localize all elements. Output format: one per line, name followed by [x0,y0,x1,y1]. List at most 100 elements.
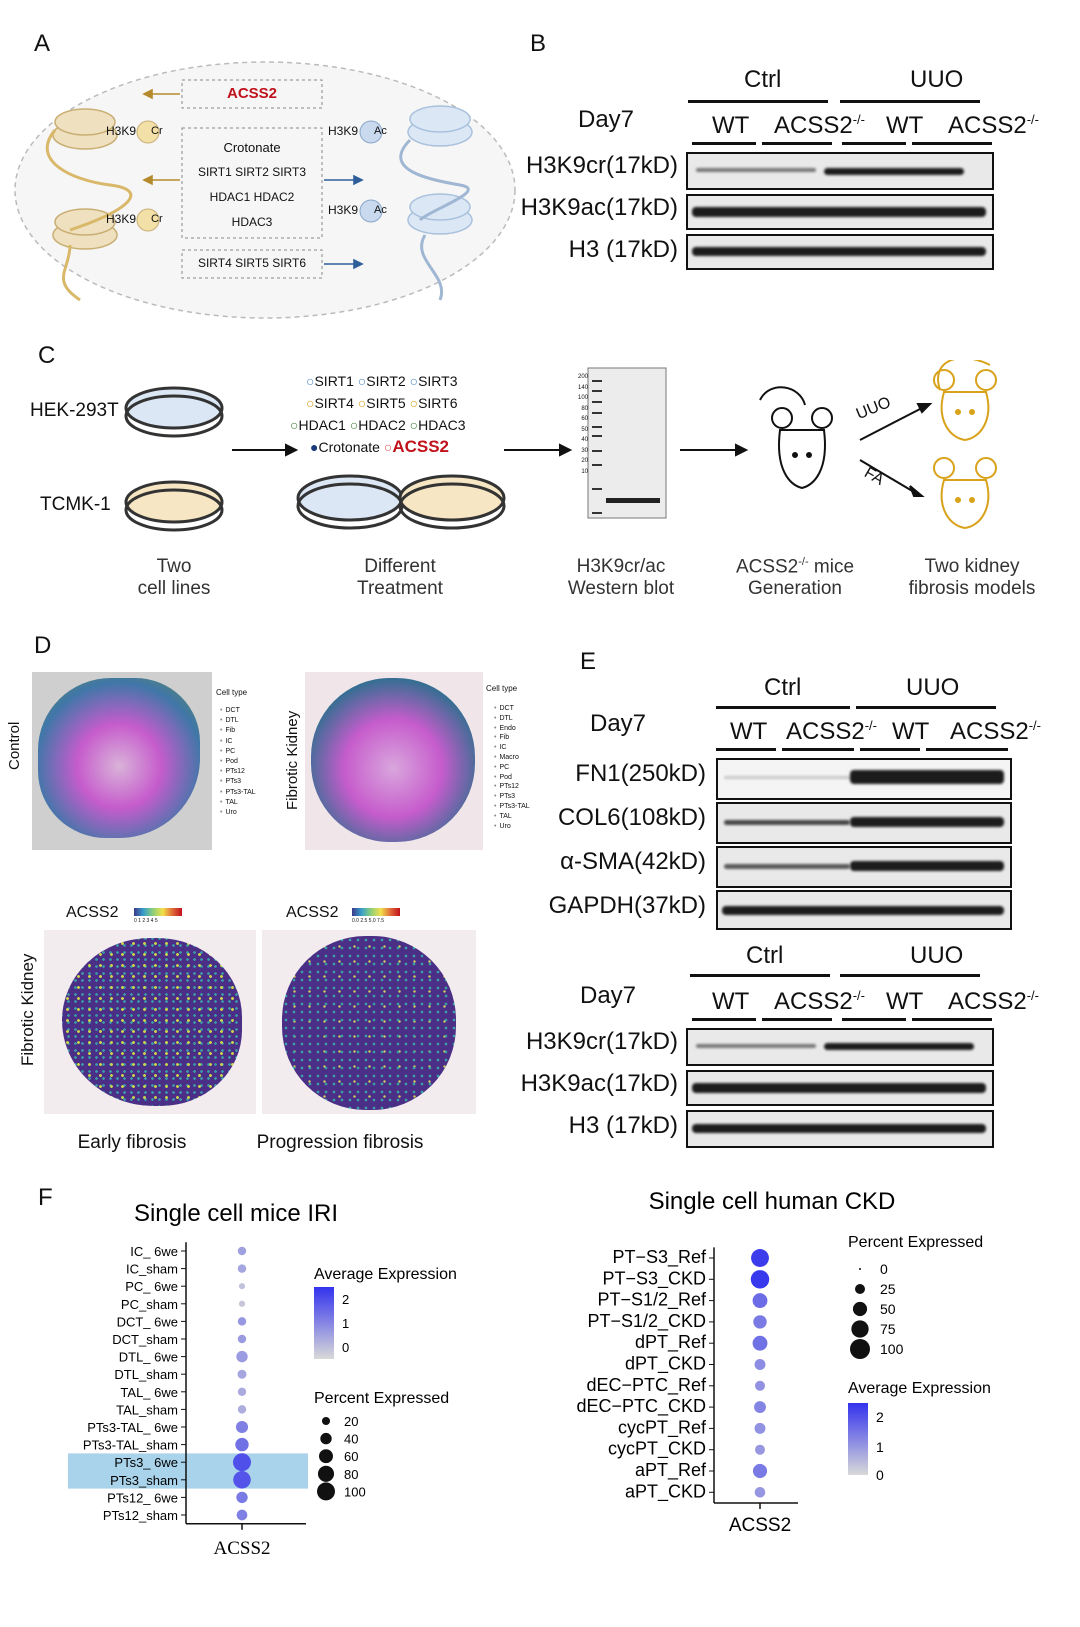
blot-b: Ctrl UUO Day7 WT ACSS2-/- WT ACSS2-/- H3… [500,62,1060,272]
blot-e2-lane-h3k9cr [686,1028,994,1066]
mice-iri-x-label: ACSS2 [213,1538,270,1559]
caption-models: Two kidney fibrosis models [908,556,1036,599]
human-ckd-dot [754,1401,766,1414]
ckd-avg-legend-tick: 0 [876,1467,884,1483]
human-ckd-dot [752,1293,768,1309]
ckd-avg-legend-bar [848,1403,868,1475]
panel-label-a: A [34,30,51,57]
blot-e1-row-col6: COL6(108kD) [557,804,706,831]
human-ckd-dot [752,1335,768,1351]
control-label: Control [6,721,23,770]
acss2-scale-2 [352,908,400,916]
blot-e1-ko2: ACSS2-/- [950,718,1041,745]
mice-iri-dot [238,1283,246,1290]
blot-b-ko2: ACSS2-/- [948,112,1039,139]
mice-avg-legend-tick: 2 [342,1292,349,1307]
blot-b-row-h3: H3 (17kD) [568,236,678,263]
mice-iri-dot [233,1453,251,1472]
mice-iri-category-label: IC_ 6we [130,1244,178,1259]
human-ckd-x-label: ACSS2 [729,1515,791,1536]
ckd-pct-legend-dot [855,1284,865,1294]
mice-pct-legend-dot [320,1432,332,1445]
blot-e2-lane-h3 [686,1110,994,1148]
caption-treatment: Different Treatment [357,556,443,599]
panel-label-e: E [580,648,597,675]
blot-e2-ctrl: Ctrl [746,942,784,969]
h3k9-label-1: H3K9 [106,124,137,138]
mice-pct-legend-tick: 40 [344,1432,358,1447]
blot-e1-wt1: WT [730,718,768,745]
acss2-map-title-1: ACSS2 [66,904,119,921]
blot-b-ctrl: Ctrl [744,66,782,93]
sirt-row1: SIRT1 SIRT2 SIRT3 [197,165,307,179]
mice-avg-legend-tick: 0 [342,1340,349,1355]
human-ckd-dot [754,1359,766,1370]
mice-iri-dot [237,1246,247,1256]
blot-e2-uuo: UUO [910,942,964,969]
panel-a-diagram [14,61,516,319]
fibrotic-kidney-left-label: Fibrotic Kidney [18,953,37,1066]
human-ckd-dot [750,1270,770,1289]
blot-e1: Ctrl UUO Day7 WT ACSS2-/- WT ACSS2-/- FN… [520,668,1080,938]
mice-pct-legend-dot [321,1416,331,1426]
blot-e1-lane-fn1 [716,758,1012,800]
blot-e1-uuo: UUO [906,674,960,701]
blot-b-row-h3k9cr: H3K9cr(17kD) [525,152,678,179]
acss2-map-title-2: ACSS2 [286,904,339,921]
mice-iri-category-label: PC_ 6we [125,1279,178,1294]
human-ckd-dot [754,1487,766,1498]
human-ckd-category-label: aPT_Ref [635,1460,707,1481]
mice-iri-highlight [68,1453,308,1489]
ckd-pct-legend-tick: 25 [880,1281,896,1297]
fibrotic-label: Fibrotic Kidney [284,710,301,810]
human-ckd-category-label: dPT_Ref [635,1332,707,1353]
celltype-legend-2: DCTDTLEndo FibICMacro PCPodPTs12 PTs3PTs… [494,704,529,831]
panel-c: HEK-293T TCMK-1 ○SIRT1 ○SIRT2 ○SIRT3 ○SI… [0,360,1080,620]
mice-iri-dot [235,1420,249,1434]
panel-label-b: B [530,30,547,57]
blot-b-day: Day7 [578,106,635,133]
mice-avg-legend-title: Average Expression [314,1266,457,1283]
hdac-row2: HDAC3 [231,215,273,229]
blot-b-lane-h3k9ac [686,194,994,230]
ckd-pct-legend-tick: 75 [880,1321,896,1337]
blot-e2-ko2: ACSS2-/- [948,988,1039,1015]
panel-a: ACSS2 Crotonate SIRT1 SIRT2 SIRT3 HDAC1 … [10,60,520,322]
h3k9-label-3: H3K9 [328,124,359,138]
mice-pct-legend-title: Percent Expressed [314,1390,449,1407]
h3k9-label-2: H3K9 [106,212,137,226]
mice-iri-category-label: TAL_ 6we [120,1385,178,1400]
acss2-scale-1-ticks: 0 1 2 3 4 5 [134,918,158,924]
mice-pct-legend-tick: 20 [344,1414,358,1429]
mice-iri-dot [235,1437,249,1452]
blot-e1-row-fn1: FN1(250kD) [575,760,706,787]
ckd-avg-legend-tick: 2 [876,1409,884,1425]
human-ckd-dot [753,1315,767,1329]
blot-e1-lane-sma [716,846,1012,888]
mice-pct-legend-dot [317,1482,335,1501]
blot-e2-row-h3k9ac: H3K9ac(17kD) [520,1070,678,1097]
human-ckd-category-label: aPT_CKD [625,1481,706,1502]
ckd-pct-legend-tick: 50 [880,1301,896,1317]
ckd-pct-legend-dot [851,1320,869,1338]
mice-iri-category-label: PC_sham [121,1297,178,1312]
panel-label-f: F [38,1184,53,1211]
human-ckd-category-label: PT−S1/2_Ref [597,1290,707,1311]
human-ckd-category-label: PT−S3_Ref [612,1247,707,1268]
control-tissue-image [32,672,212,850]
tcmk-label: TCMK-1 [40,494,111,515]
mice-iri-dot [237,1405,247,1414]
human-ckd-title: Single cell human CKD [649,1188,896,1215]
acss2-label: ACSS2 [226,85,278,102]
cr-label-2: Cr [151,213,163,225]
progression-fibrosis-map [262,930,476,1114]
human-ckd-dot [754,1422,766,1434]
ac-label-1: Ac [374,125,387,137]
blot-e1-wt2: WT [892,718,930,745]
mice-pct-legend-tick: 60 [344,1449,358,1464]
human-ckd-dot [755,1444,765,1455]
blot-e1-lane-gapdh [716,890,1012,930]
mice-iri-category-label: DCT_ 6we [117,1314,178,1329]
human-ckd-dot [752,1463,768,1479]
human-ckd-category-label: dEC−PTC_CKD [576,1396,706,1417]
